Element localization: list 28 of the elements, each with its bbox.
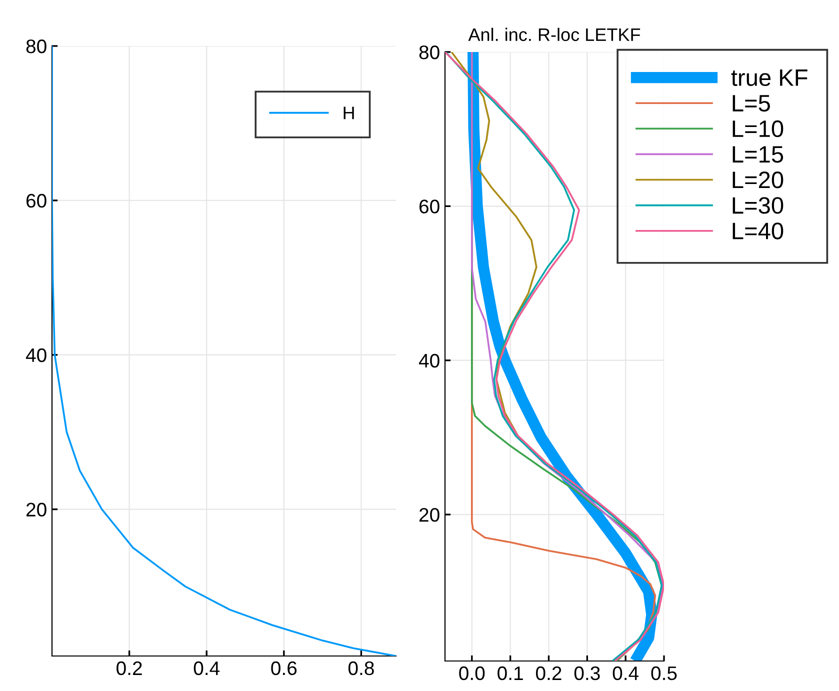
y-tick-label: 20 bbox=[26, 502, 46, 517]
x-tick-label: 0.2 bbox=[116, 661, 142, 676]
y-tick-label: 60 bbox=[26, 194, 46, 208]
line-series bbox=[52, 46, 396, 656]
x-tick-label: 0.8 bbox=[348, 661, 374, 676]
legend-label: L=30 bbox=[732, 197, 784, 214]
legend-label: H bbox=[344, 106, 354, 120]
legend-label: L=5 bbox=[732, 95, 770, 112]
y-tick-label: 40 bbox=[26, 348, 46, 362]
x-tick-label: 0.6 bbox=[271, 661, 297, 676]
legend-label: L=40 bbox=[732, 222, 784, 240]
y-tick-label: 80 bbox=[26, 39, 46, 54]
legend-label: L=15 bbox=[732, 146, 784, 163]
x-tick-label: 0.5 bbox=[651, 666, 677, 680]
x-tick-label: 0.1 bbox=[498, 666, 523, 680]
chart-title: Anl. inc. R-loc LETKF bbox=[468, 28, 640, 42]
y-tick-label: 20 bbox=[419, 508, 440, 522]
x-tick-label: 0.3 bbox=[574, 666, 600, 680]
x-tick-label: 0.0 bbox=[459, 666, 485, 680]
legend-label: L=20 bbox=[732, 172, 784, 188]
y-tick-label: 40 bbox=[418, 354, 440, 368]
y-tick-label: 60 bbox=[420, 200, 440, 214]
legend-label: true KF bbox=[731, 70, 808, 86]
legend-label: L=10 bbox=[732, 120, 784, 138]
y-tick-label: 80 bbox=[419, 45, 440, 60]
x-tick-label: 0.4 bbox=[612, 666, 639, 680]
x-tick-label: 0.2 bbox=[536, 666, 562, 680]
x-tick-label: 0.4 bbox=[194, 661, 220, 676]
